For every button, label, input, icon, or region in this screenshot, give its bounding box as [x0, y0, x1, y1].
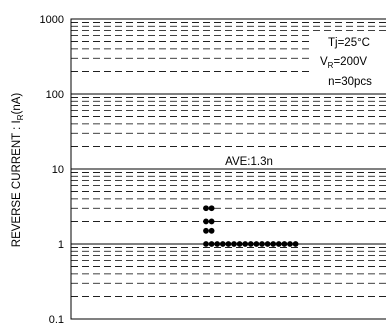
data-point	[248, 241, 254, 247]
condition-vr: VR=200V	[320, 56, 367, 70]
y-tick-label: 1	[58, 239, 64, 251]
data-point	[209, 219, 215, 225]
y-axis-label: REVERSE CURRENT : IR(nA)	[11, 93, 25, 248]
data-point	[209, 241, 215, 247]
data-points	[203, 205, 298, 247]
data-point	[282, 241, 288, 247]
data-point	[270, 241, 276, 247]
data-point	[242, 241, 248, 247]
condition-tj: Tj=25°C	[328, 37, 370, 49]
data-point	[203, 228, 209, 234]
y-tick-label: 0.1	[49, 314, 64, 325]
ave-label: AVE:1.3n	[225, 156, 273, 168]
y-tick-label: 1000	[40, 14, 64, 26]
data-point	[209, 228, 215, 234]
y-tick-label: 100	[46, 89, 64, 101]
data-point	[287, 241, 293, 247]
condition-n: n=30pcs	[328, 76, 372, 88]
data-point	[203, 205, 209, 211]
data-point	[259, 241, 265, 247]
data-point	[214, 241, 220, 247]
data-point	[209, 205, 215, 211]
data-point	[254, 241, 260, 247]
data-point	[293, 241, 299, 247]
data-point	[231, 241, 237, 247]
data-point	[237, 241, 243, 247]
data-point	[265, 241, 271, 247]
data-point	[220, 241, 226, 247]
data-point	[203, 241, 209, 247]
data-point	[276, 241, 282, 247]
data-point	[203, 219, 209, 225]
y-tick-label: 10	[52, 164, 64, 176]
data-point	[226, 241, 232, 247]
y-tick-labels: 0.1 1 10 100 1000	[40, 14, 64, 325]
